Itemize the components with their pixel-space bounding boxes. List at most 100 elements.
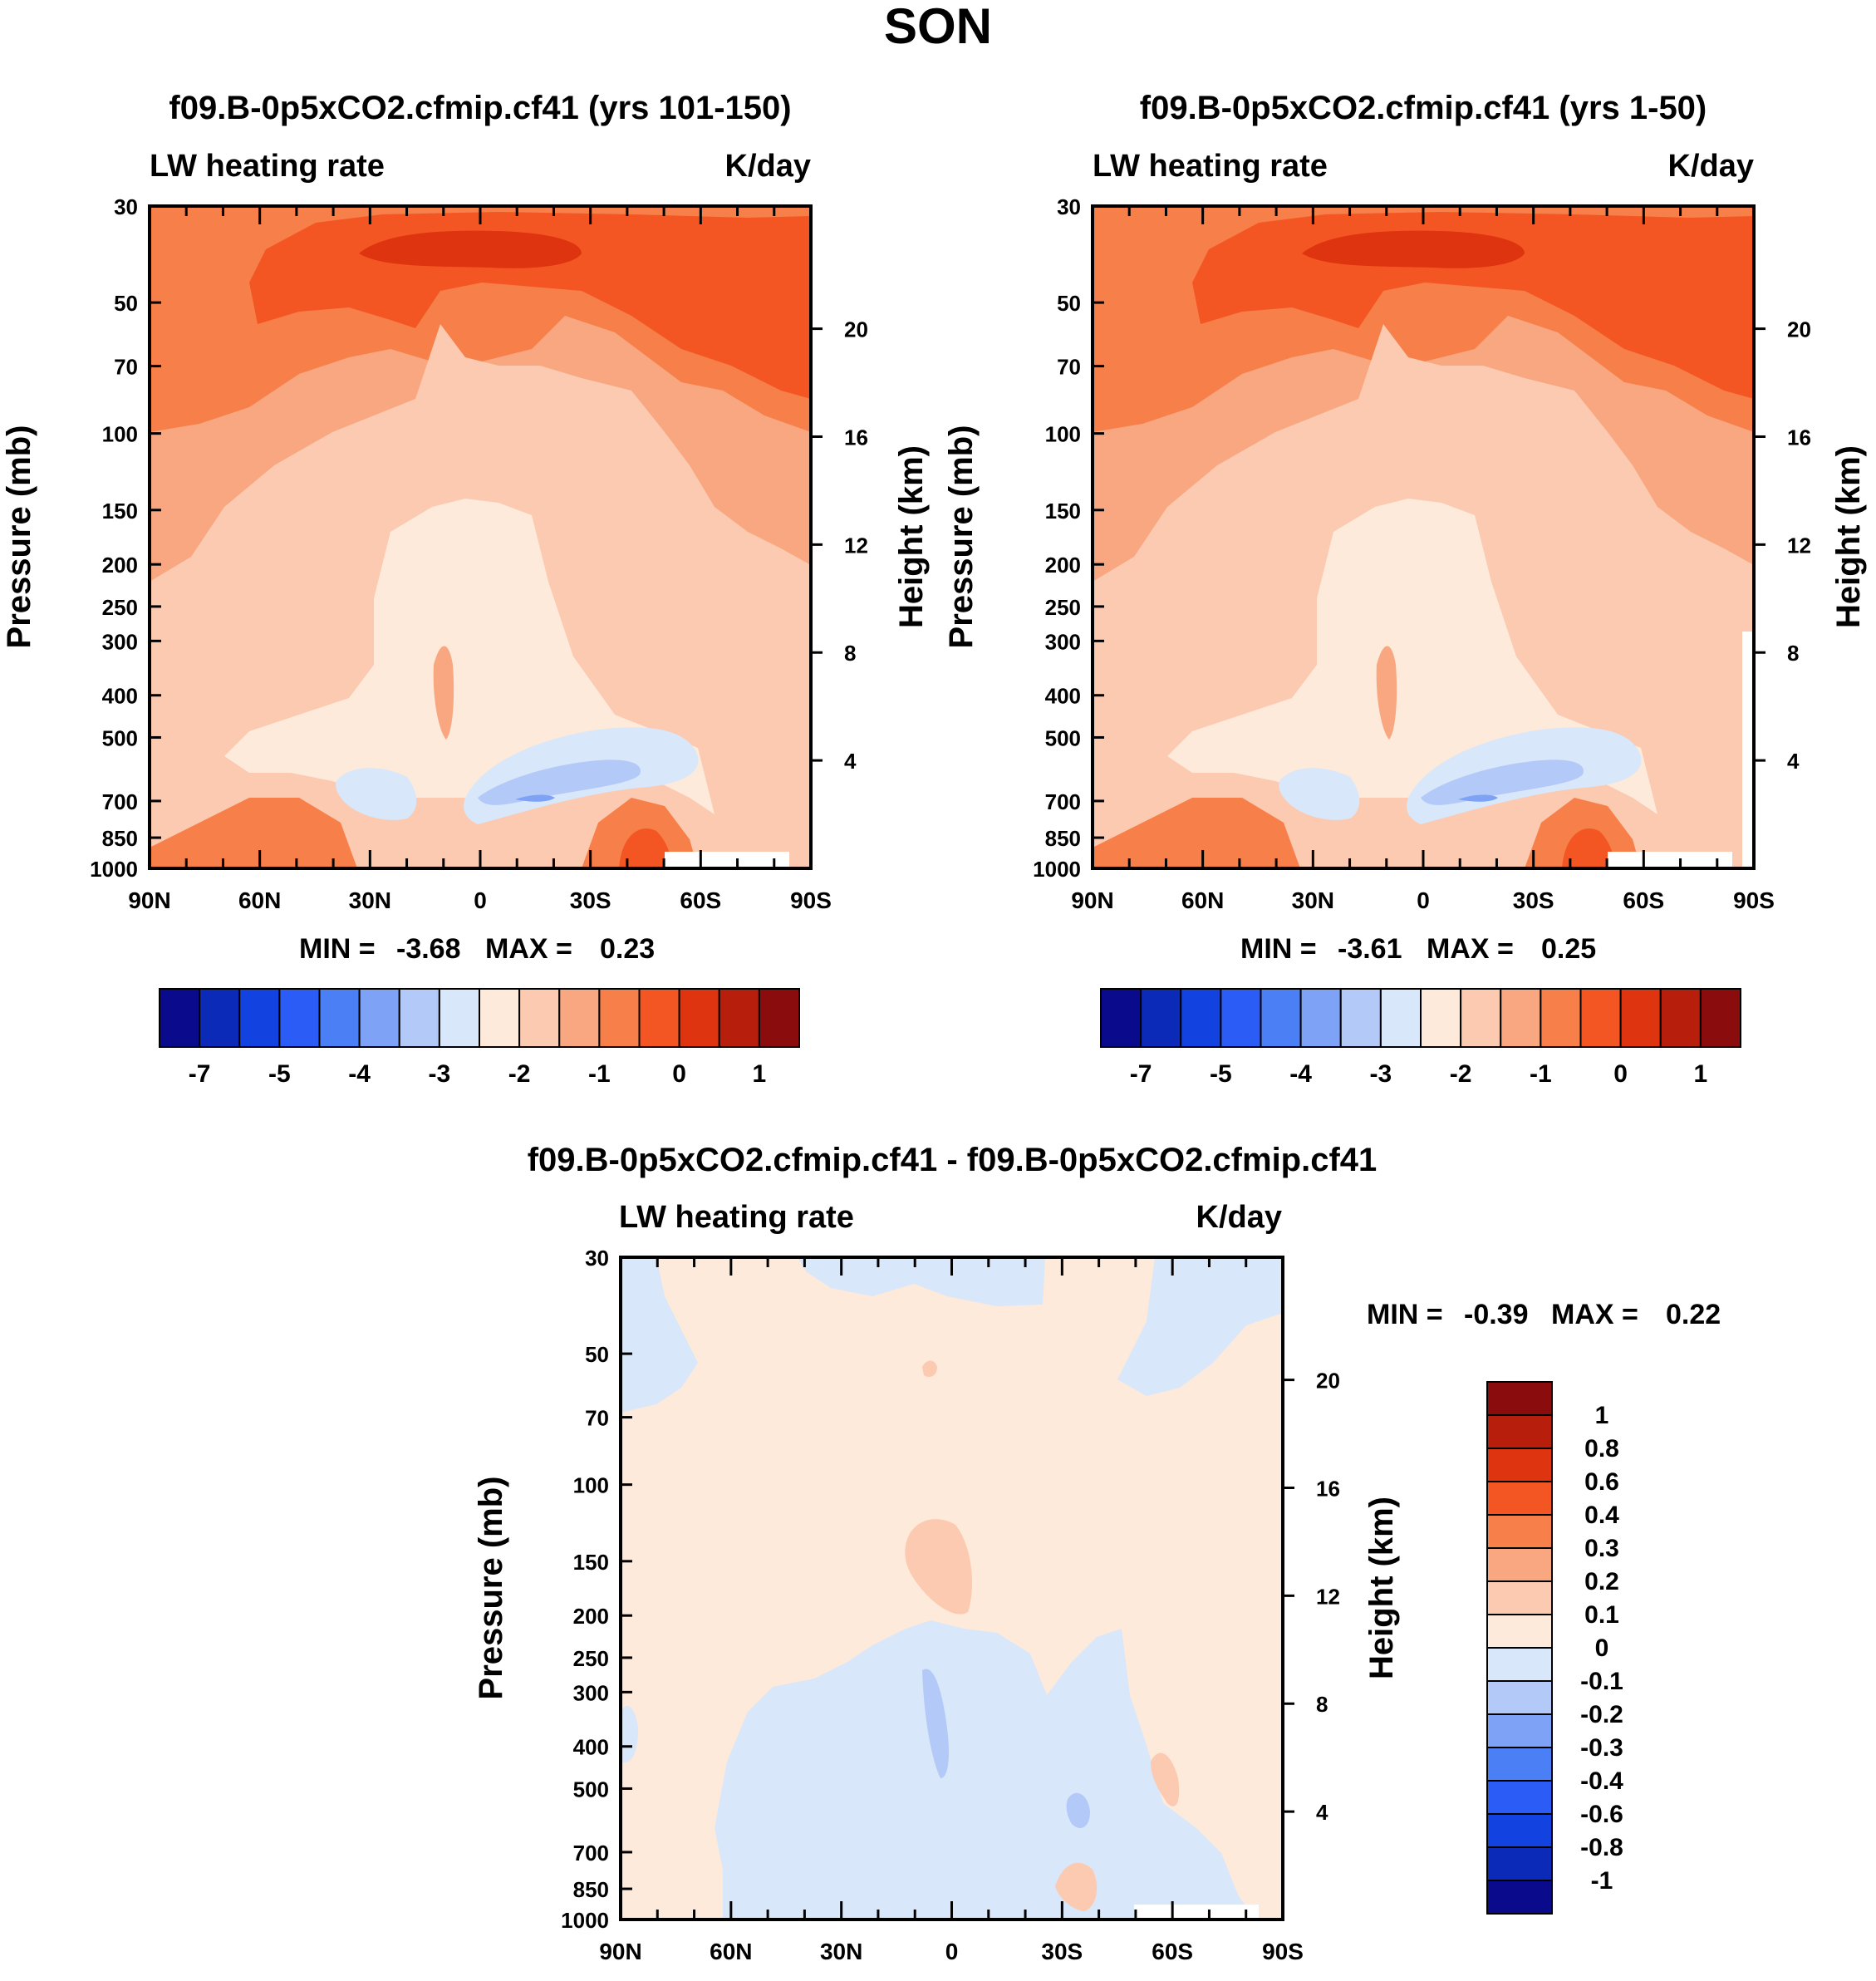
- y-axis-right: 20 16 12 8 4: [811, 317, 868, 774]
- y-tick-label: 100: [573, 1473, 609, 1498]
- field-label: LW heating rate: [619, 1200, 854, 1235]
- y-tick-label: 150: [573, 1550, 609, 1575]
- band-blue-south-inner: [1421, 759, 1584, 805]
- contour-field: [148, 204, 813, 870]
- colorbar-label: 0.6: [1584, 1468, 1619, 1496]
- colorbar-label: 0: [1613, 1060, 1628, 1088]
- panel-difference: f09.B-0p5xCO2.cfmip.cf41 - f09.B-0p5xCO2…: [473, 1142, 1721, 1964]
- x-tick-label: 30N: [820, 1939, 862, 1964]
- min-label: MIN =: [299, 933, 376, 965]
- colorbar-swatch: [199, 988, 241, 1048]
- band-bottom-core: [1562, 828, 1613, 868]
- colorbar-label: -7: [1130, 1060, 1152, 1088]
- contour-field: [1091, 204, 1756, 870]
- height-tick-label: 12: [1787, 533, 1811, 558]
- colorbar-label: -0.2: [1580, 1701, 1623, 1728]
- height-tick-label: 20: [1787, 317, 1811, 342]
- colorbar-swatch: [598, 988, 641, 1048]
- colorbar-swatch: [1379, 988, 1422, 1048]
- y-tick-label: 150: [1045, 499, 1081, 524]
- x-axis: 90N 60N 30N 0 30S 60S 90S: [1071, 206, 1775, 913]
- units-label: K/day: [725, 149, 811, 184]
- y-axis-title: Pressure (mb): [1, 425, 37, 649]
- colorbar-label: 0: [672, 1060, 686, 1088]
- colorbar-swatch: [678, 988, 720, 1048]
- colorbar-label: -4: [1289, 1060, 1312, 1088]
- x-tick-label: 60S: [680, 887, 721, 913]
- colorbar-swatch: [159, 988, 201, 1048]
- colorbar-swatch: [1460, 988, 1502, 1048]
- missing-data: [1608, 852, 1732, 868]
- y-axis-left: 30 50 70 100 150 200 250 300 400 500 700 850 1000: [90, 194, 161, 882]
- y-tick-label: 70: [114, 355, 138, 380]
- colorbar-swatch: [1486, 1880, 1553, 1915]
- y-axis-title: Pressure (mb): [943, 425, 980, 649]
- height-tick-label: 12: [844, 533, 868, 558]
- panel-yrs-101-150: f09.B-0p5xCO2.cfmip.cf41 (yrs 101-150) L…: [1, 90, 930, 1088]
- x-axis: 90N 60N 30N 0 30S 60S 90S: [128, 206, 832, 913]
- band-neg-lower-core: [922, 1669, 950, 1778]
- colorbar-swatch: [558, 988, 601, 1048]
- y-tick-label: 30: [1057, 194, 1081, 219]
- y-tick-label: 500: [102, 725, 138, 750]
- colorbar-swatch: [1420, 988, 1462, 1048]
- colorbar-label: -3: [429, 1060, 451, 1088]
- y-axis-right-title: Height (km): [893, 445, 930, 628]
- band-blue-north: [336, 768, 417, 820]
- y-tick-label: 100: [1045, 422, 1081, 447]
- contour-field: [619, 1256, 1284, 1921]
- height-tick-label: 4: [1316, 1800, 1328, 1825]
- colorbar-swatch: [1500, 988, 1542, 1048]
- band-narrow-peak: [433, 646, 454, 740]
- y-tick-label: 400: [102, 684, 138, 709]
- y-tick-label: 200: [573, 1604, 609, 1629]
- colorbar-swatch: [1486, 1747, 1553, 1782]
- max-label: MAX =: [1551, 1299, 1638, 1330]
- y-tick-label: 50: [585, 1342, 609, 1367]
- x-tick-label: 30S: [570, 887, 611, 913]
- x-tick-label: 90S: [1733, 887, 1775, 913]
- y-axis-right-title: Height (km): [1830, 445, 1867, 628]
- colorbar-swatch: [479, 988, 521, 1048]
- band-blue-south-core: [1458, 794, 1498, 802]
- y-axis-right: 20 16 12 8 4: [1283, 1369, 1340, 1825]
- colorbar-label: -0.4: [1580, 1767, 1623, 1795]
- x-tick-label: 30S: [1513, 887, 1554, 913]
- x-tick-label: 90N: [1071, 887, 1113, 913]
- y-tick-label: 30: [585, 1246, 609, 1271]
- colorbar-label: 0: [1595, 1634, 1609, 1662]
- colorbar-label: -3: [1370, 1060, 1392, 1088]
- y-tick-label: 50: [114, 291, 138, 316]
- colorbar-label: 1: [753, 1060, 767, 1088]
- x-tick-label: 0: [474, 887, 487, 913]
- y-tick-label: 250: [1045, 595, 1081, 620]
- colorbar-swatch: [1486, 1813, 1553, 1848]
- band-bottom-red-west: [150, 798, 357, 868]
- panel-yrs-1-50: f09.B-0p5xCO2.cfmip.cf41 (yrs 1-50) LW h…: [943, 90, 1867, 1088]
- colorbar-swatch: [1220, 988, 1262, 1048]
- colorbar-label: 0.2: [1584, 1568, 1619, 1595]
- colorbar-label: -2: [1450, 1060, 1472, 1088]
- band-pos-bottom: [1055, 1862, 1098, 1911]
- x-tick-label: 90N: [599, 1939, 641, 1964]
- units-label: K/day: [1196, 1200, 1282, 1235]
- max-label: MAX =: [485, 933, 572, 965]
- x-tick-label: 30N: [349, 887, 391, 913]
- colorbar-label: -2: [508, 1060, 531, 1088]
- y-tick-label: 700: [102, 789, 138, 814]
- colorbar-swatch: [1486, 1713, 1553, 1748]
- x-tick-label: 60N: [710, 1939, 752, 1964]
- colorbar-label: 1: [1694, 1060, 1708, 1088]
- colorbar-swatch: [1486, 1647, 1553, 1682]
- y-tick-label: 150: [102, 499, 138, 524]
- x-tick-label: 60N: [238, 887, 281, 913]
- colorbar-swatch: [1486, 1680, 1553, 1715]
- colorbar-swatch: [1140, 988, 1182, 1048]
- colorbar-swatch: [1699, 988, 1741, 1048]
- min-value: -3.61: [1338, 933, 1402, 965]
- max-value: 0.23: [600, 933, 655, 965]
- y-tick-label: 500: [573, 1777, 609, 1802]
- height-tick-label: 16: [1787, 425, 1811, 450]
- band-neg-upper-left: [621, 1257, 698, 1413]
